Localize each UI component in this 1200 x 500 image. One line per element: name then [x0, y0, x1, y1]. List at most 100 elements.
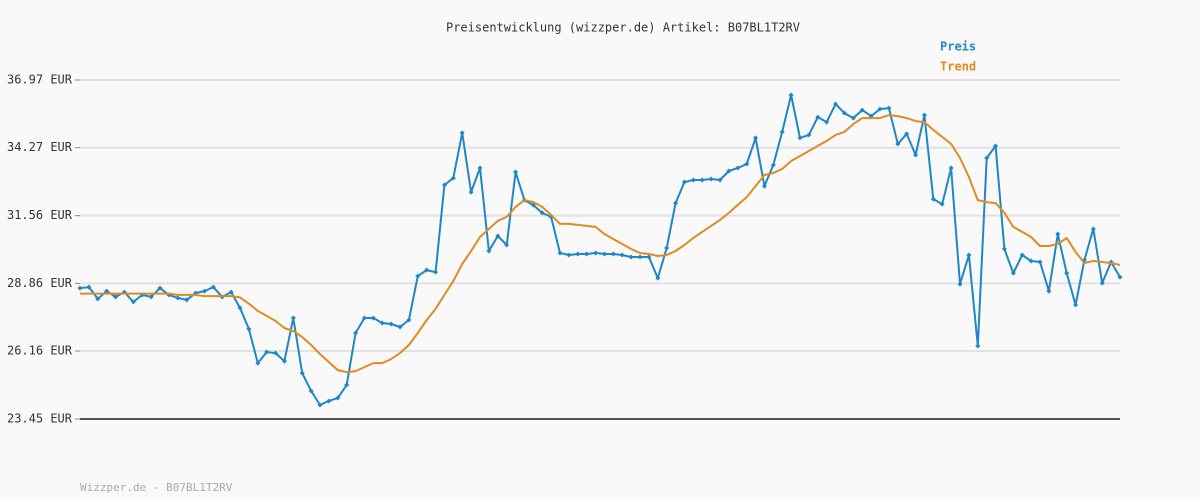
point-marker — [344, 382, 350, 388]
point-marker — [104, 288, 110, 294]
y-tick-label: 28.86 EUR — [7, 276, 73, 290]
point-marker — [326, 398, 332, 404]
point-marker — [246, 326, 252, 332]
y-tick-label: 26.16 EUR — [7, 344, 73, 358]
point-marker — [575, 251, 581, 257]
point-marker — [1010, 270, 1016, 276]
point-marker — [486, 248, 492, 254]
point-marker — [1064, 270, 1070, 276]
point-marker — [1046, 288, 1052, 294]
point-marker — [664, 245, 670, 251]
point-marker — [175, 295, 181, 301]
point-marker — [753, 135, 759, 141]
point-marker — [895, 141, 901, 147]
point-marker — [1028, 258, 1034, 264]
point-marker — [513, 169, 519, 175]
point-marker — [290, 315, 296, 321]
point-marker — [397, 324, 403, 330]
point-marker — [770, 162, 776, 168]
point-marker — [779, 129, 785, 135]
point-marker — [628, 254, 634, 260]
series-line — [79, 94, 1121, 406]
point-marker — [539, 210, 545, 216]
footer: Wizzper.de - B07BL1T2RV — [80, 481, 233, 494]
point-marker — [148, 294, 154, 300]
point-marker — [450, 175, 456, 181]
point-marker — [939, 201, 945, 207]
point-marker — [735, 165, 741, 171]
point-marker — [201, 288, 207, 294]
point-marker — [477, 165, 483, 171]
point-marker — [797, 135, 803, 141]
point-marker — [619, 252, 625, 258]
point-marker — [184, 297, 190, 303]
point-marker — [593, 250, 599, 256]
point-marker — [353, 330, 359, 336]
point-marker — [859, 107, 865, 113]
point-marker — [255, 360, 261, 366]
point-marker — [406, 317, 412, 323]
point-marker — [833, 101, 839, 107]
point-marker — [468, 189, 474, 195]
point-marker — [113, 294, 119, 300]
point-marker — [273, 350, 279, 356]
point-marker — [744, 161, 750, 167]
point-marker — [388, 321, 394, 327]
point-marker — [210, 284, 216, 290]
point-marker — [308, 388, 314, 394]
point-marker — [1055, 231, 1061, 237]
chart-title: Preisentwicklung (wizzper.de) Artikel: B… — [446, 21, 800, 35]
point-marker — [824, 119, 830, 125]
point-marker — [77, 285, 83, 291]
point-marker — [975, 343, 981, 349]
y-tick-label: 23.45 EUR — [7, 412, 73, 426]
y-tick-label: 34.27 EUR — [7, 140, 73, 154]
point-marker — [850, 115, 856, 121]
point-marker — [717, 177, 723, 183]
y-tick-label: 31.56 EUR — [7, 208, 73, 222]
point-marker — [433, 269, 439, 275]
point-marker — [673, 200, 679, 206]
point-marker — [459, 130, 465, 136]
point-marker — [95, 296, 101, 302]
point-marker — [379, 320, 385, 326]
point-marker — [904, 131, 910, 137]
point-marker — [601, 251, 607, 257]
point-marker — [566, 252, 572, 258]
point-marker — [361, 315, 367, 321]
legend-label: Preis — [940, 40, 976, 54]
point-marker — [690, 177, 696, 183]
point-marker — [335, 395, 341, 401]
series-line — [80, 114, 1121, 374]
point-marker — [957, 281, 963, 287]
point-marker — [237, 305, 243, 311]
point-marker — [646, 254, 652, 260]
legend-label: Trend — [940, 60, 976, 74]
point-marker — [984, 155, 990, 161]
point-marker — [948, 165, 954, 171]
point-marker — [264, 349, 270, 355]
point-marker — [655, 275, 661, 281]
point-marker — [299, 370, 305, 376]
point-marker — [157, 285, 163, 291]
point-marker — [504, 242, 510, 248]
point-marker — [1001, 246, 1007, 252]
point-marker — [86, 284, 92, 290]
point-marker — [841, 110, 847, 116]
point-marker — [681, 179, 687, 185]
point-marker — [788, 92, 794, 98]
point-marker — [317, 402, 323, 408]
point-marker — [415, 273, 421, 279]
point-marker — [1117, 274, 1123, 280]
point-marker — [877, 106, 883, 112]
point-marker — [637, 254, 643, 260]
point-marker — [699, 177, 705, 183]
point-marker — [993, 143, 999, 149]
point-marker — [1073, 302, 1079, 308]
point-marker — [921, 112, 927, 118]
point-marker — [761, 183, 767, 189]
point-marker — [281, 358, 287, 364]
point-marker — [1090, 226, 1096, 232]
point-marker — [913, 152, 919, 158]
